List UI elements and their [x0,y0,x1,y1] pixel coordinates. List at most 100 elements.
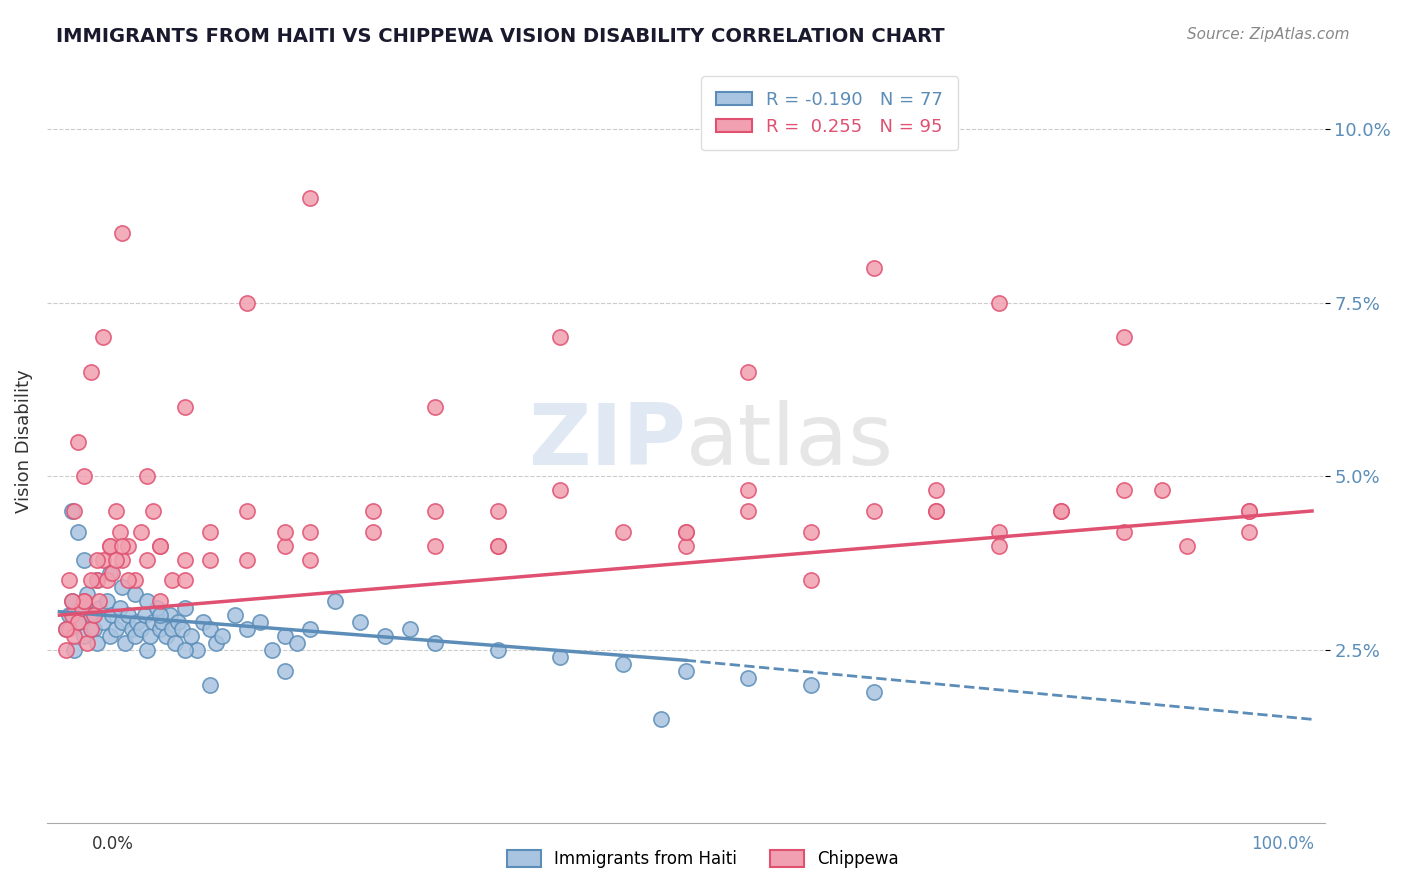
Text: ZIP: ZIP [529,400,686,483]
Point [298,524,321,539]
Point [60,594,83,608]
Point [486,643,509,657]
Point [361,524,384,539]
Point [98,539,121,553]
Point [550,483,572,497]
Point [73,629,96,643]
Point [298,552,321,566]
Point [1150,483,1173,497]
Point [138,629,160,643]
Point [925,504,948,518]
Point [80,365,103,379]
Point [89,594,111,608]
Point [142,504,165,518]
Point [101,566,124,581]
Point [55,622,77,636]
Point [249,615,271,629]
Point [862,504,884,518]
Point [323,594,346,608]
Point [111,552,134,566]
Point [73,469,96,483]
Point [70,601,93,615]
Point [298,192,321,206]
Point [198,677,221,691]
Point [104,552,127,566]
Point [486,539,509,553]
Point [149,539,172,553]
Text: 0.0%: 0.0% [91,835,134,853]
Point [925,504,948,518]
Point [136,469,159,483]
Point [486,539,509,553]
Legend: Immigrants from Haiti, Chippewa: Immigrants from Haiti, Chippewa [501,843,905,875]
Point [146,601,169,615]
Point [800,524,823,539]
Point [173,400,195,414]
Point [129,524,152,539]
Point [186,643,208,657]
Point [486,504,509,518]
Point [136,594,159,608]
Point [224,608,246,623]
Point [236,622,259,636]
Point [205,636,228,650]
Text: atlas: atlas [686,400,894,483]
Point [1114,483,1136,497]
Point [862,260,884,275]
Point [86,636,108,650]
Point [1050,504,1073,518]
Point [298,622,321,636]
Point [1114,524,1136,539]
Point [987,539,1010,553]
Point [91,615,114,629]
Point [737,671,759,685]
Point [70,601,93,615]
Point [612,657,634,671]
Point [73,552,96,566]
Point [160,574,183,588]
Point [89,601,111,615]
Point [73,594,96,608]
Point [124,587,146,601]
Point [67,434,90,449]
Text: Source: ZipAtlas.com: Source: ZipAtlas.com [1187,27,1350,42]
Point [125,615,148,629]
Point [1239,524,1261,539]
Point [58,574,80,588]
Point [63,504,86,518]
Point [55,643,77,657]
Point [349,615,371,629]
Point [198,552,221,566]
Point [63,643,86,657]
Point [155,629,177,643]
Point [167,615,190,629]
Point [361,504,384,518]
Point [675,524,697,539]
Point [675,524,697,539]
Point [173,574,195,588]
Point [173,601,195,615]
Point [96,594,118,608]
Point [550,649,572,664]
Point [737,483,759,497]
Point [111,226,134,240]
Point [80,622,103,636]
Point [149,594,172,608]
Point [60,594,83,608]
Point [83,622,105,636]
Point [98,629,121,643]
Point [101,608,124,623]
Point [117,574,139,588]
Point [425,400,447,414]
Legend: R = -0.190   N = 77, R =  0.255   N = 95: R = -0.190 N = 77, R = 0.255 N = 95 [702,77,957,150]
Point [987,524,1010,539]
Point [675,664,697,678]
Point [86,574,108,588]
Text: IMMIGRANTS FROM HAITI VS CHIPPEWA VISION DISABILITY CORRELATION CHART: IMMIGRANTS FROM HAITI VS CHIPPEWA VISION… [56,27,945,45]
Point [173,552,195,566]
Point [149,608,172,623]
Point [60,504,83,518]
Point [193,615,215,629]
Point [80,574,103,588]
Point [76,636,98,650]
